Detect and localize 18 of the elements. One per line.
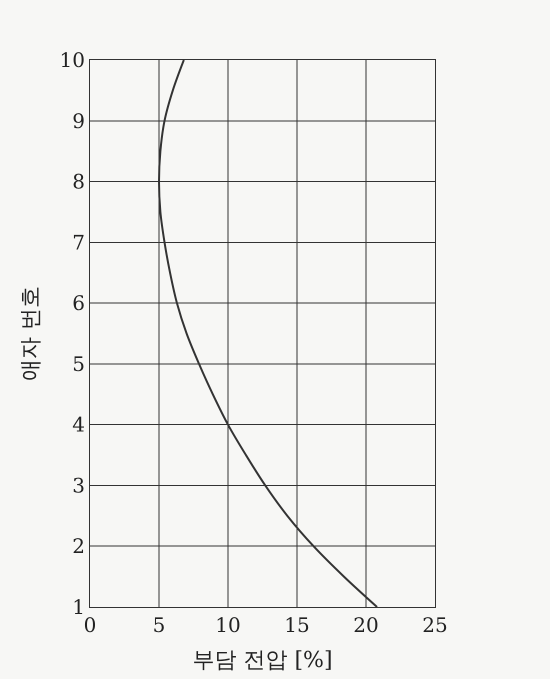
x-axis-title: 부담 전압 [%] (192, 648, 333, 673)
y-tick-label: 4 (72, 412, 85, 437)
y-tick-label: 2 (72, 534, 85, 558)
y-tick-label: 9 (72, 108, 85, 133)
x-tick-label: 0 (84, 613, 96, 637)
x-tick-label: 15 (284, 613, 310, 637)
y-tick-label: 7 (72, 230, 85, 254)
y-axis-title: 애자 번호 (18, 286, 44, 381)
x-tick-label: 25 (422, 613, 448, 637)
y-tick-label: 8 (72, 170, 85, 194)
x-tick-label: 20 (353, 613, 379, 637)
y-tick-label: 3 (72, 473, 85, 498)
y-tick-label: 10 (60, 48, 85, 72)
y-tick-label: 6 (72, 291, 85, 316)
y-tick-label: 1 (72, 595, 85, 619)
x-tick-label: 10 (215, 613, 241, 637)
y-tick-label: 5 (72, 352, 85, 376)
x-tick-label: 5 (152, 613, 166, 637)
